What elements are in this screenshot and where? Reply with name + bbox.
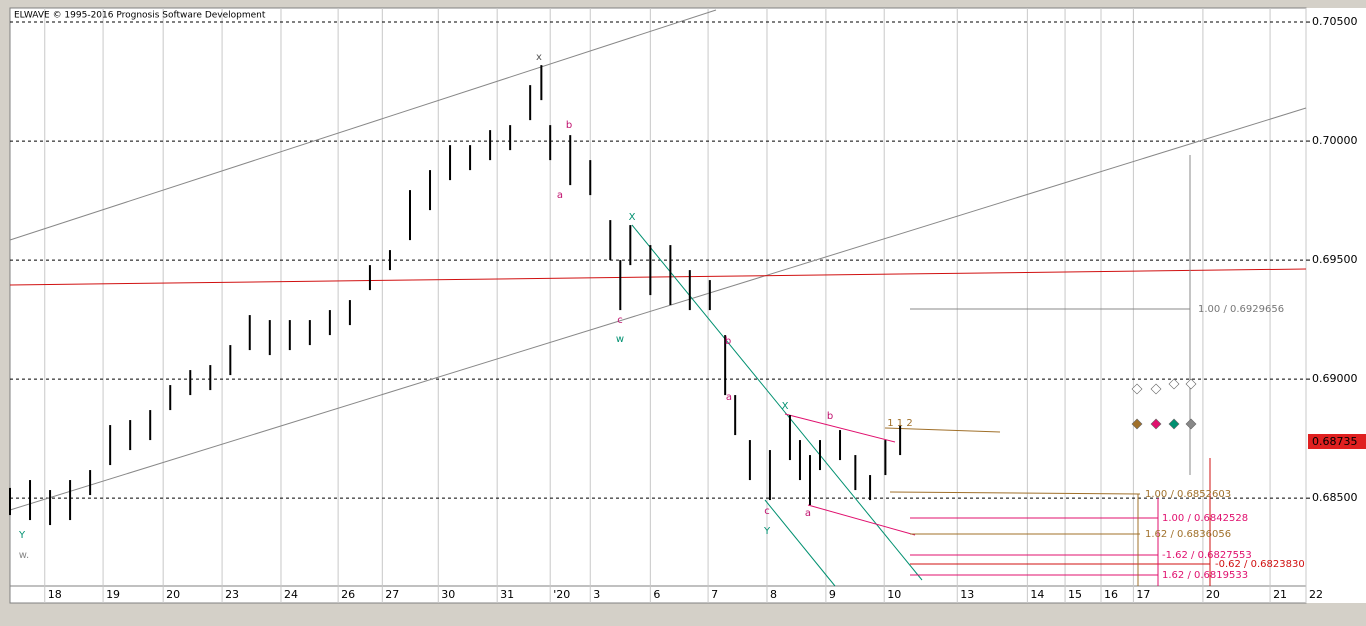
x-tick-label: 8 bbox=[770, 588, 777, 601]
wave-label: Y bbox=[763, 526, 771, 537]
pink-line bbox=[807, 504, 916, 536]
wave-label: b bbox=[827, 411, 833, 422]
diamond bbox=[1168, 378, 1180, 390]
markers bbox=[1131, 378, 1197, 430]
wave-label: x bbox=[536, 52, 542, 63]
x-tick-label: 20 bbox=[166, 588, 180, 601]
brown-line bbox=[889, 491, 1141, 495]
wave-label: a bbox=[557, 190, 563, 201]
wave-label: w. bbox=[19, 550, 29, 561]
diamond bbox=[1150, 418, 1162, 430]
x-tick-label: 14 bbox=[1030, 588, 1044, 601]
wave-label: c bbox=[764, 506, 770, 517]
x-tick-label: 24 bbox=[284, 588, 298, 601]
wave-label: a bbox=[726, 392, 732, 403]
x-tick-label: 6 bbox=[653, 588, 660, 601]
fib-label: 1.00 / 0.6842528 bbox=[1162, 513, 1248, 524]
fib-label: 1.62 / 0.6836056 bbox=[1145, 529, 1231, 540]
chart-title: ELWAVE © 1995-2016 Prognosis Software De… bbox=[14, 11, 266, 21]
fib-label: -0.62 / 0.6823830 bbox=[1215, 559, 1305, 570]
channel-line bbox=[9, 9, 717, 241]
trendlines bbox=[9, 9, 1307, 587]
plot-area bbox=[9, 7, 1307, 587]
wave-label: X bbox=[782, 401, 789, 412]
x-tick-label: 30 bbox=[441, 588, 455, 601]
diamond bbox=[1185, 378, 1197, 390]
x-tick-label: 9 bbox=[829, 588, 836, 601]
x-tick-label: 23 bbox=[225, 588, 239, 601]
grid bbox=[10, 8, 1307, 603]
teal-line bbox=[764, 499, 836, 587]
wave-label: 1 1 2 bbox=[887, 418, 912, 429]
wave-label: a bbox=[805, 508, 811, 519]
diamond bbox=[1131, 418, 1143, 430]
wave-label: w bbox=[616, 334, 624, 345]
diamond bbox=[1150, 383, 1162, 395]
diamond bbox=[1131, 383, 1143, 395]
last-price-box bbox=[1308, 434, 1366, 449]
price-bars bbox=[9, 65, 902, 526]
y-tick-label: 0.69000 bbox=[1312, 372, 1358, 385]
fib-label: 1.62 / 0.6819533 bbox=[1162, 570, 1248, 581]
wave-label: Y bbox=[18, 530, 26, 541]
wave-label: c bbox=[617, 315, 623, 326]
wave-labels: x b a X c w b a X b c Y a 1 1 2 Y w. bbox=[18, 52, 913, 561]
fib-label: 1.00 / 0.6929656 bbox=[1198, 304, 1284, 315]
x-tick-label: 22 bbox=[1309, 588, 1323, 601]
x-tick-label: 18 bbox=[48, 588, 62, 601]
x-tick-label: 21 bbox=[1273, 588, 1287, 601]
diamond bbox=[1185, 418, 1197, 430]
x-tick-label: 16 bbox=[1104, 588, 1118, 601]
red-line bbox=[9, 268, 1307, 286]
channel-line bbox=[9, 107, 1307, 511]
pink-line bbox=[784, 413, 896, 443]
x-tick-label: 19 bbox=[106, 588, 120, 601]
x-tick-label: 26 bbox=[341, 588, 355, 601]
wave-label: X bbox=[629, 212, 636, 223]
diamond bbox=[1168, 418, 1180, 430]
y-tick-label: 0.70000 bbox=[1312, 134, 1358, 147]
x-tick-label: 3 bbox=[593, 588, 600, 601]
x-tick-label: 17 bbox=[1136, 588, 1150, 601]
x-tick-label: 31 bbox=[500, 588, 514, 601]
x-tick-label: 13 bbox=[960, 588, 974, 601]
y-tick-label: 0.70500 bbox=[1312, 15, 1358, 28]
y-tick-label: 0.69500 bbox=[1312, 253, 1358, 266]
x-tick-label: 15 bbox=[1068, 588, 1082, 601]
x-tick-label: 10 bbox=[887, 588, 901, 601]
fib-label: 1.00 / 0.6852603 bbox=[1145, 489, 1231, 500]
price-axis bbox=[1306, 8, 1366, 603]
y-tick-label: 0.68500 bbox=[1312, 491, 1358, 504]
fib-label: -1.62 / 0.6827553 bbox=[1162, 550, 1252, 561]
wave-label: b bbox=[725, 336, 731, 347]
brown-line bbox=[884, 427, 1001, 433]
x-tick-label: 27 bbox=[385, 588, 399, 601]
wave-label: b bbox=[566, 120, 572, 131]
last-price: 0.68735 bbox=[1312, 435, 1358, 448]
x-tick-label: '20 bbox=[553, 588, 570, 601]
teal-line bbox=[631, 224, 923, 581]
x-tick-label: 20 bbox=[1206, 588, 1220, 601]
x-tick-label: 7 bbox=[711, 588, 718, 601]
fib-labels: 1.00 / 0.6929656 1.00 / 0.6852603 1.00 /… bbox=[1145, 304, 1305, 581]
